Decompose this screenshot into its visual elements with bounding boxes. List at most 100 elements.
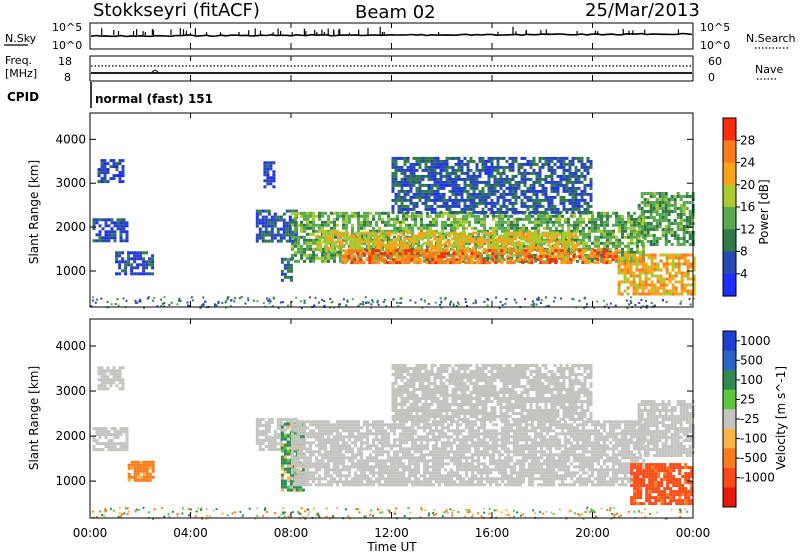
data-cell xyxy=(475,204,479,208)
data-cell xyxy=(507,217,510,221)
data-cell xyxy=(324,259,327,263)
data-cell xyxy=(119,224,123,228)
data-cell xyxy=(420,214,423,218)
data-cell xyxy=(692,265,696,269)
data-cell xyxy=(324,432,327,436)
cpid-panel: CPID normal (fast) 151 xyxy=(7,82,213,108)
data-cell xyxy=(467,261,471,265)
data-cell xyxy=(692,274,696,278)
data-cell xyxy=(389,249,393,253)
data-cell xyxy=(650,289,654,293)
data-cell xyxy=(316,240,320,244)
data-cell xyxy=(689,253,693,257)
data-cell xyxy=(403,237,407,241)
data-cell xyxy=(653,262,657,266)
data-cell xyxy=(418,180,422,184)
data-cell xyxy=(526,198,530,202)
data-cell xyxy=(418,156,422,160)
data-cell xyxy=(633,232,636,236)
data-cell xyxy=(300,480,303,484)
data-cell xyxy=(428,255,432,259)
data-cell xyxy=(516,253,519,257)
data-cell xyxy=(334,243,338,247)
data-cell xyxy=(294,441,297,445)
data-cell xyxy=(463,201,467,205)
data-cell xyxy=(113,433,117,437)
data-cell xyxy=(148,463,152,467)
data-cell xyxy=(377,261,381,265)
data-cell xyxy=(297,235,300,239)
data-cell xyxy=(514,174,518,178)
data-cell xyxy=(375,211,378,215)
data-cell xyxy=(553,207,557,211)
data-cell xyxy=(460,210,464,214)
data-cell xyxy=(637,222,641,225)
data-cell xyxy=(650,265,654,269)
data-cell xyxy=(452,252,456,256)
data-cell xyxy=(589,162,593,166)
data-cell xyxy=(661,216,665,219)
nsearch-label: N.Search xyxy=(746,32,796,45)
data-cell xyxy=(394,243,398,247)
data-cell xyxy=(318,435,321,439)
data-cell xyxy=(454,201,458,205)
data-cell xyxy=(623,253,627,257)
data-cell xyxy=(267,448,271,451)
data-cell xyxy=(649,216,653,219)
data-cell xyxy=(593,249,597,253)
data-cell xyxy=(498,217,501,221)
data-cell xyxy=(399,223,402,227)
data-cell xyxy=(492,238,495,242)
data-cell xyxy=(520,177,524,181)
data-cell xyxy=(658,216,662,219)
data-cell xyxy=(116,448,120,452)
data-cell xyxy=(556,186,560,190)
data-cell xyxy=(288,239,292,243)
data-cell xyxy=(357,223,360,227)
data-cell xyxy=(427,165,431,169)
data-cell xyxy=(496,201,500,205)
data-cell xyxy=(318,474,321,478)
data-cell xyxy=(567,229,570,233)
data-cell xyxy=(618,217,621,221)
data-cell xyxy=(499,237,503,241)
data-cell xyxy=(345,220,348,224)
data-cell xyxy=(571,192,575,196)
data-cell xyxy=(362,252,366,256)
data-cell xyxy=(636,238,639,242)
data-cell xyxy=(463,180,467,184)
data-cell xyxy=(294,435,297,439)
data-cell xyxy=(553,156,557,160)
data-cell xyxy=(615,235,618,239)
data-cell xyxy=(486,253,489,257)
data-cell xyxy=(523,174,527,178)
data-cell xyxy=(629,253,633,257)
data-cell xyxy=(564,256,567,260)
data-cell xyxy=(688,237,692,240)
data-cell xyxy=(369,223,372,227)
data-cell xyxy=(318,444,321,448)
data-cell xyxy=(520,234,524,238)
data-cell xyxy=(286,434,290,438)
data-cell xyxy=(640,298,643,301)
data-cell xyxy=(568,177,572,181)
data-cell xyxy=(455,258,459,262)
data-cell xyxy=(393,220,396,224)
data-cell xyxy=(283,275,287,279)
data-cell xyxy=(495,229,498,233)
data-cell xyxy=(689,303,692,306)
data-cell xyxy=(556,231,560,235)
data-cell xyxy=(426,211,429,215)
data-cell xyxy=(602,299,605,302)
data-cell xyxy=(427,243,431,247)
data-cell xyxy=(571,162,575,166)
data-cell xyxy=(455,261,459,265)
data-cell xyxy=(376,240,380,244)
data-cell xyxy=(576,223,579,227)
nsky-series xyxy=(90,32,693,38)
data-cell xyxy=(517,165,521,169)
data-cell xyxy=(436,195,440,199)
data-cell xyxy=(435,229,438,233)
data-cell xyxy=(689,292,693,296)
data-cell xyxy=(297,435,300,439)
